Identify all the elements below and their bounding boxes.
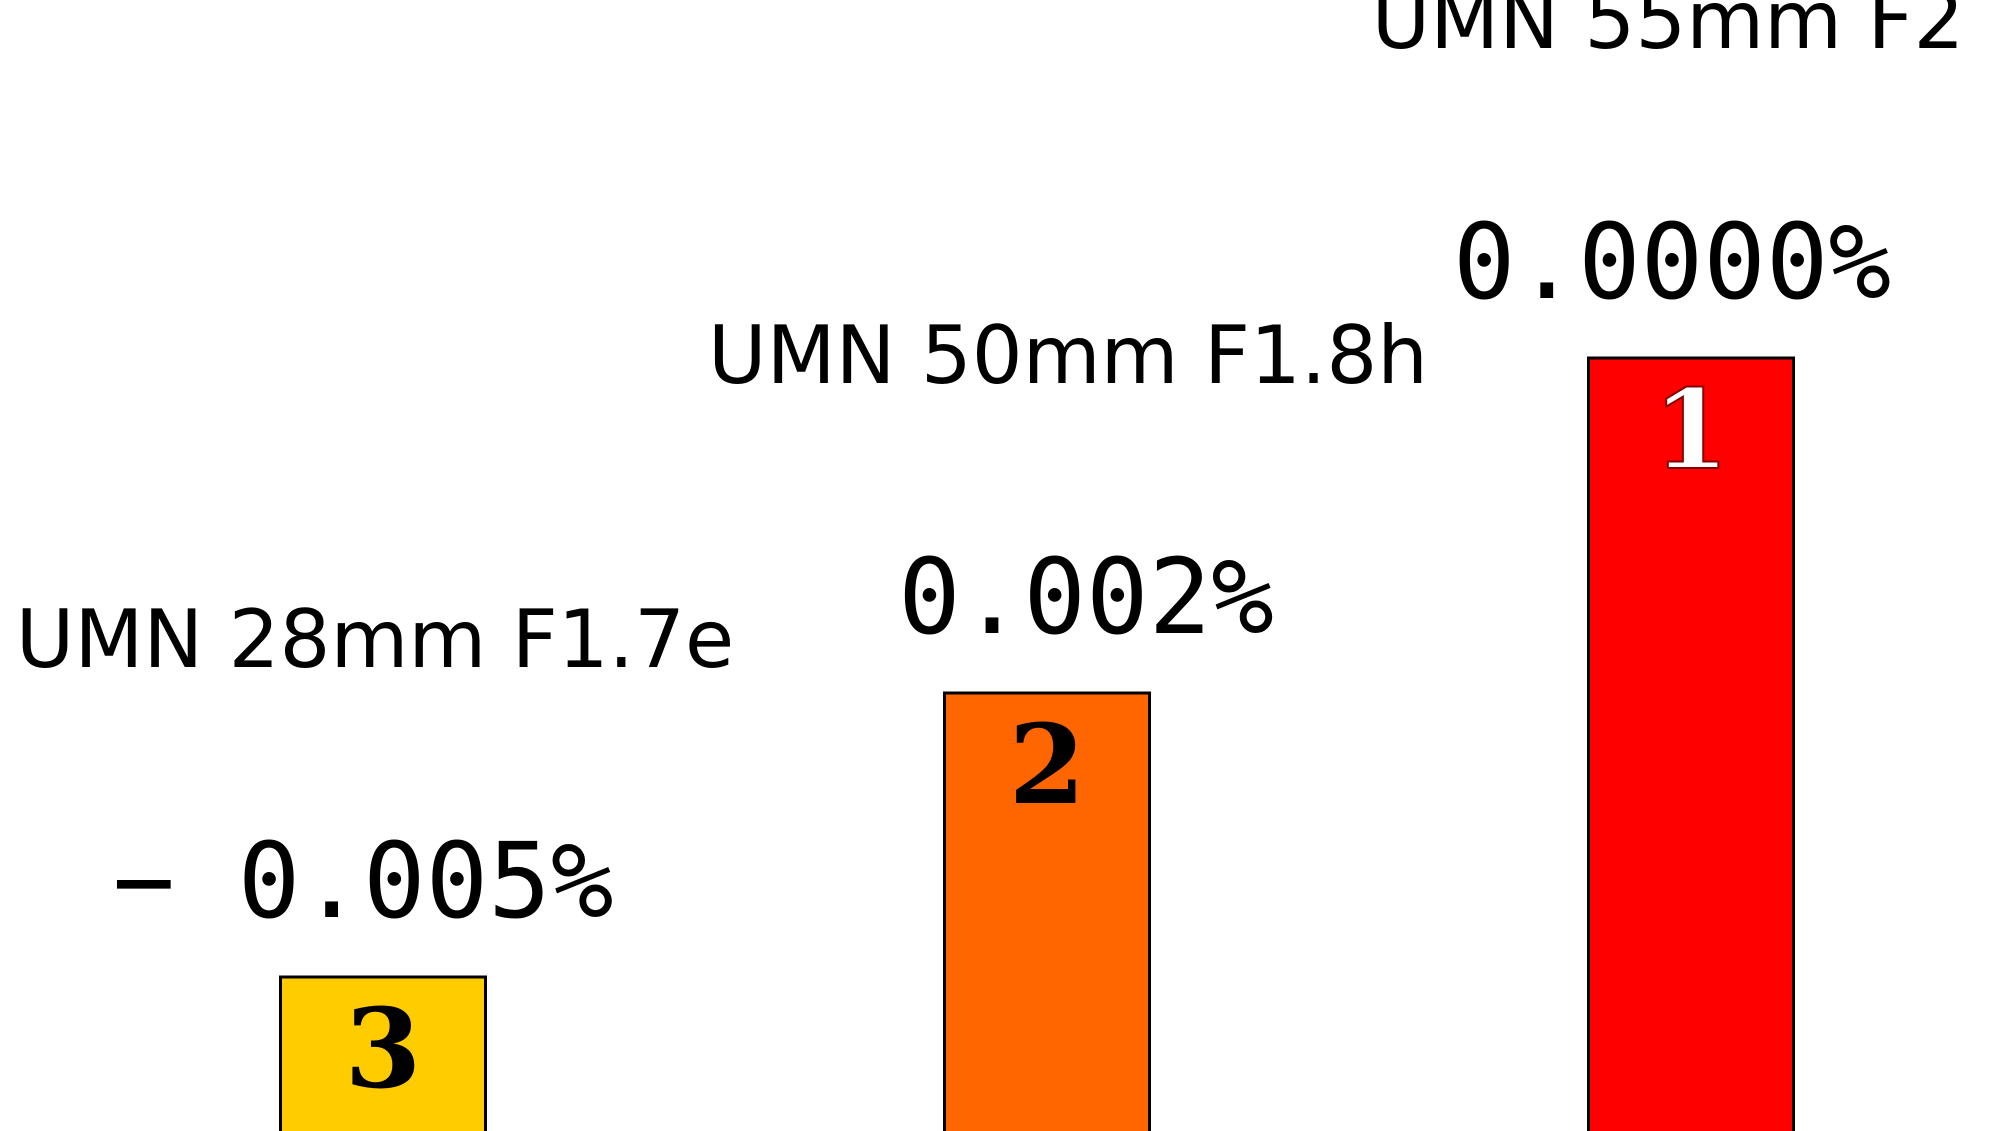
value-label: − 0.005% — [113, 820, 614, 942]
category-label: UMN 55mm F2 — [1372, 0, 1965, 67]
bar-group: 2 0.002% UMN 50mm F1.8h — [708, 309, 1428, 1131]
value-label: 0.002% — [898, 536, 1274, 658]
bar — [1587, 356, 1795, 1131]
bar — [943, 691, 1151, 1131]
bar-group: 3 − 0.005% UMN 28mm F1.7e — [16, 593, 734, 1131]
bar — [279, 975, 487, 1131]
category-label: UMN 50mm F1.8h — [708, 309, 1428, 402]
category-label: UMN 28mm F1.7e — [16, 593, 734, 686]
value-label: 0.0000% — [1453, 201, 1891, 323]
rank-label: 1 — [1653, 365, 1730, 494]
bar-group: 1 0.0000% UMN 55mm F2 — [1372, 0, 1965, 1131]
rank-label: 2 — [1009, 700, 1086, 829]
rank-label: 3 — [345, 984, 422, 1113]
